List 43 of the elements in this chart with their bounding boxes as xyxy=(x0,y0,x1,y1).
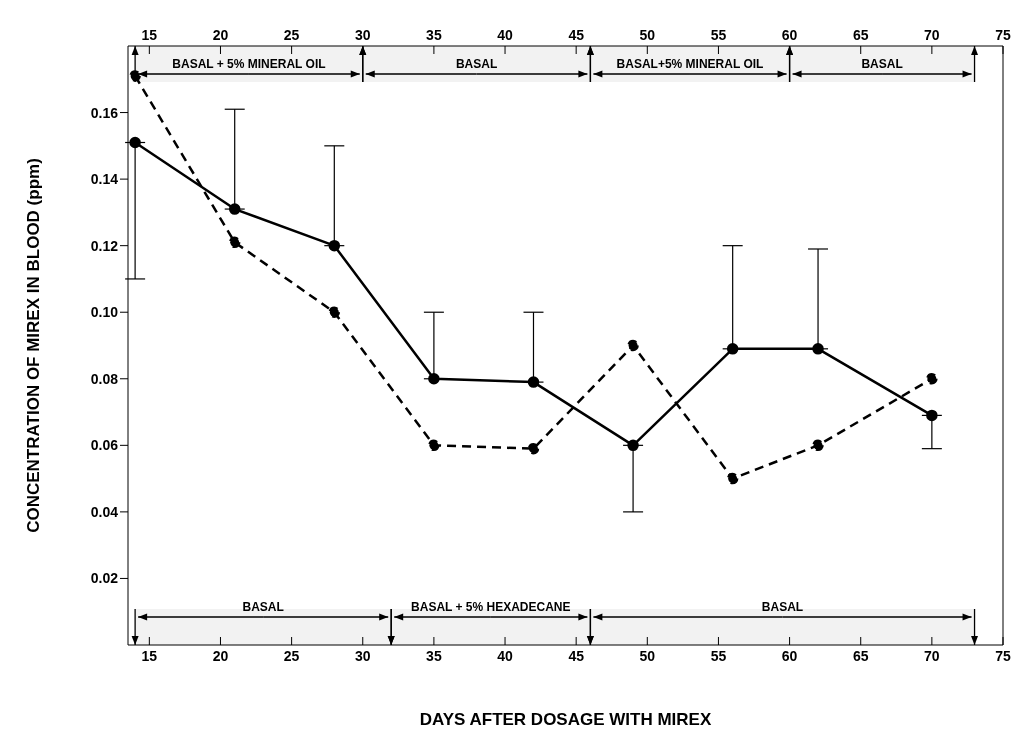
band-label: BASAL xyxy=(455,57,498,71)
x2-tick-label: 15 xyxy=(141,27,158,43)
y-tick-label: 0.16 xyxy=(90,104,119,121)
x-axis-title: DAYS AFTER DOSAGE WITH MIREX xyxy=(419,710,712,729)
x-tick-label: 60 xyxy=(781,647,798,664)
x2-tick-label: 60 xyxy=(781,27,798,43)
x2-tick-label: 50 xyxy=(639,27,656,43)
y-tick-label: 0.04 xyxy=(90,503,119,520)
x2-tick-label: 30 xyxy=(354,27,371,43)
y-tick-label: 0.06 xyxy=(90,437,119,454)
x2-tick-label: 55 xyxy=(710,27,727,43)
x-tick-label: 75 xyxy=(995,647,1011,664)
band-label: BASAL xyxy=(761,600,804,614)
y-tick-label: 0.08 xyxy=(90,370,119,387)
x2-tick-label: 20 xyxy=(212,27,229,43)
x-tick-label: 65 xyxy=(852,647,869,664)
band-label: BASAL xyxy=(242,600,284,614)
y-tick-label: 0.12 xyxy=(90,237,119,254)
x-tick-label: 55 xyxy=(710,647,727,664)
band-label: BASAL + 5% HEXADECANE xyxy=(411,600,571,614)
y-tick-label: 0.10 xyxy=(90,304,119,321)
x-tick-label: 25 xyxy=(283,647,300,664)
x2-tick-label: 25 xyxy=(283,27,300,43)
x2-tick-label: 65 xyxy=(852,27,869,43)
x2-tick-label: 40 xyxy=(497,27,514,43)
x-tick-label: 70 xyxy=(924,647,940,664)
x-tick-label: 35 xyxy=(426,647,442,664)
y-tick-label: 0.02 xyxy=(90,570,119,587)
x2-tick-label: 75 xyxy=(995,27,1011,43)
x-tick-label: 45 xyxy=(568,647,585,664)
y-tick-label: 0.14 xyxy=(90,171,119,188)
band-label: BASAL + 5% MINERAL OIL xyxy=(172,57,326,71)
x2-tick-label: 45 xyxy=(568,27,585,43)
y-axis-title: CONCENTRATION OF MIREX IN BLOOD (ppm) xyxy=(24,158,44,533)
band-label: BASAL xyxy=(861,57,903,71)
x-tick-label: 40 xyxy=(497,647,514,664)
x-tick-label: 30 xyxy=(354,647,371,664)
x2-tick-label: 70 xyxy=(924,27,940,43)
x2-tick-label: 35 xyxy=(426,27,442,43)
x-tick-label: 20 xyxy=(212,647,229,664)
x-tick-label: 15 xyxy=(141,647,158,664)
x-tick-label: 50 xyxy=(639,647,656,664)
band-label: BASAL+5% MINERAL OIL xyxy=(616,57,764,71)
